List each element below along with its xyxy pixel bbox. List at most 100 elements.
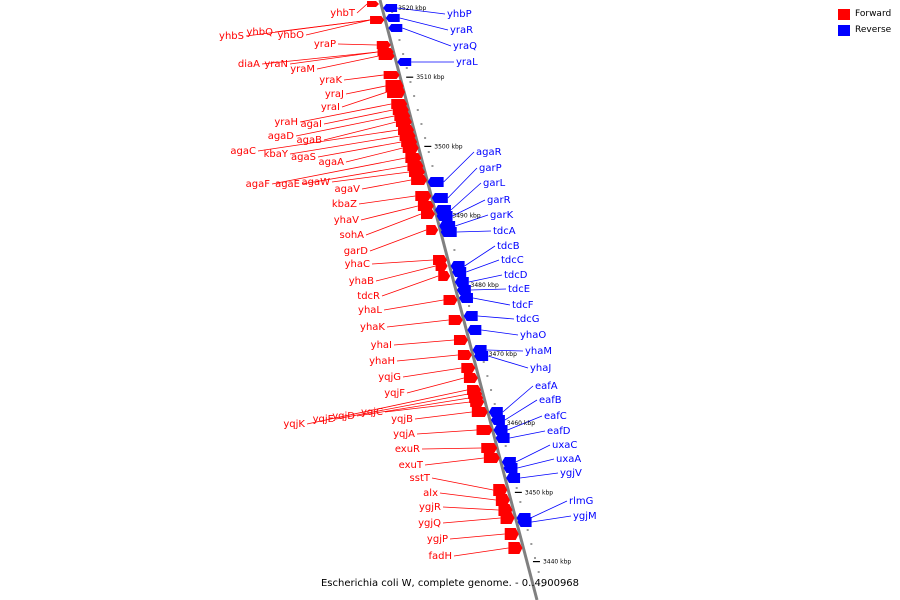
forward-gene-label: yhaH (369, 356, 395, 367)
forward-gene-label: agaW (302, 177, 331, 188)
yhaI-gene-feature (453, 335, 468, 345)
forward-gene-label: yqjF (384, 388, 405, 399)
forward-gene-label: agaC (230, 146, 256, 157)
yhaO-gene-feature (467, 325, 482, 335)
forward-gene-label: yqjE (313, 414, 334, 425)
forward-gene-label: yqjG (378, 372, 401, 383)
gene-label-layer: yhbT yhbS yhbQ yhbO yraP diaA yraN yraM yraK yraJ… (219, 8, 597, 562)
forward-label-line (331, 171, 410, 183)
forward-gene-label: agaF (246, 179, 271, 190)
alx-gene-feature (495, 494, 510, 506)
reverse-gene-label: yraR (450, 25, 473, 36)
reverse-gene-label: yhaJ (530, 363, 551, 374)
reverse-label-line (488, 355, 529, 369)
forward-gene-label: kbaZ (332, 199, 357, 210)
forward-gene-label: exuR (395, 444, 420, 455)
forward-gene-label: agaD (268, 131, 295, 142)
tick-label: 3470 kbp (489, 351, 517, 358)
forward-label-line (442, 506, 499, 511)
forward-gene-label: yraI (321, 102, 340, 113)
forward-gene-label: yhaB (349, 276, 374, 287)
reverse-gene-label: eafD (547, 426, 571, 437)
reverse-gene-label: garR (487, 195, 511, 206)
reverse-gene-label: tdcF (512, 300, 534, 311)
forward-gene-label: yhaI (371, 340, 392, 351)
forward-gene-label: yhaK (360, 322, 385, 333)
forward-label-line (289, 51, 378, 65)
forward-label-line (306, 389, 468, 425)
tdcC-gene-feature (452, 267, 467, 277)
reverse-gene-label: uxaA (556, 454, 581, 465)
map-caption: Escherichia coli W, complete genome. - 0… (320, 578, 580, 589)
forward-gene-label: yqjC (361, 407, 383, 418)
forward-label-line (337, 43, 377, 46)
reverse-label-line (486, 349, 524, 352)
yraK-gene-feature (383, 71, 400, 79)
forward-label-line (381, 275, 439, 297)
reverse-label-line (447, 167, 478, 199)
reverse-gene-label: ygjM (573, 511, 597, 522)
legend-forward-label: Forward (855, 9, 892, 19)
tick-label: 3500 kbp (434, 143, 462, 150)
reverse-label-line (456, 230, 492, 233)
reverse-gene-label: garL (483, 178, 506, 189)
agaF-gene-feature (405, 153, 422, 163)
tick-layer: 3520 kbp 3510 kbp 3500 kbp 3490 kbp 3480 kbp… (388, 5, 571, 587)
forward-label-line (393, 339, 454, 346)
tick-label: 3440 kbp (543, 559, 571, 566)
forward-label-line (317, 141, 402, 158)
reverse-label-line (517, 458, 555, 469)
garD-gene-feature (426, 225, 439, 235)
forward-label-line (358, 195, 416, 205)
tick-label: 3510 kbp (416, 74, 444, 81)
forward-gene-label: sstT (410, 473, 431, 484)
agaB-gene-feature (395, 117, 412, 127)
forward-gene-label: agaV (335, 184, 361, 195)
forward-gene-label: yraM (290, 64, 315, 75)
forward-gene-label: agaA (319, 157, 345, 168)
garP-gene-feature (431, 193, 448, 203)
forward-gene-label: yhbQ (247, 27, 274, 38)
yqjB-gene-feature (471, 407, 488, 417)
reverse-gene-label: eafC (544, 411, 567, 422)
forward-label-line (299, 103, 392, 123)
reverse-gene-label: garK (490, 210, 514, 221)
forward-label-line (424, 457, 484, 466)
forward-gene-label: yraP (314, 39, 336, 50)
forward-gene-label: yqjK (283, 419, 305, 430)
forward-label-line (369, 229, 427, 252)
tdcG-gene-feature (463, 311, 478, 321)
genome-backbone (378, 0, 539, 600)
reverse-gene-label: uxaC (552, 440, 577, 451)
forward-label-line (442, 517, 501, 524)
reverse-label-line (531, 515, 572, 523)
forward-gene-label: yhaV (334, 215, 359, 226)
reverse-gene-label: tdcC (501, 255, 524, 266)
forward-gene-label: yraN (264, 59, 288, 70)
ygjM-gene-feature (517, 517, 532, 527)
yraM-gene-feature (378, 52, 395, 60)
sstT-gene-feature (493, 484, 508, 496)
tdcA-gene-feature (440, 227, 457, 237)
forward-label-line (261, 51, 378, 65)
forward-label-line (365, 213, 422, 236)
forward-label-line (345, 147, 403, 163)
reverse-label-line (450, 182, 482, 211)
reverse-label-line (520, 472, 559, 479)
forward-gene-label: agaI (300, 119, 322, 130)
forward-label-line (356, 397, 470, 417)
tick-label: 3520 kbp (398, 5, 426, 12)
tick-label: 3450 kbp (525, 489, 553, 496)
forward-gene-label: diaA (238, 59, 260, 70)
tdcE-gene-feature (456, 285, 471, 295)
forward-gene-label: fadH (428, 551, 452, 562)
legend-reverse-swatch (838, 25, 850, 36)
agaW-gene-feature (409, 167, 426, 177)
yhaV-gene-feature (417, 201, 434, 211)
legend-reverse-label: Reverse (855, 25, 892, 35)
yraP-gene-feature (376, 41, 391, 49)
forward-gene-label: garD (344, 246, 369, 257)
reverse-gene-label: eafB (539, 395, 562, 406)
eafA-gene-feature (488, 407, 503, 417)
reverse-label-line (530, 500, 568, 519)
